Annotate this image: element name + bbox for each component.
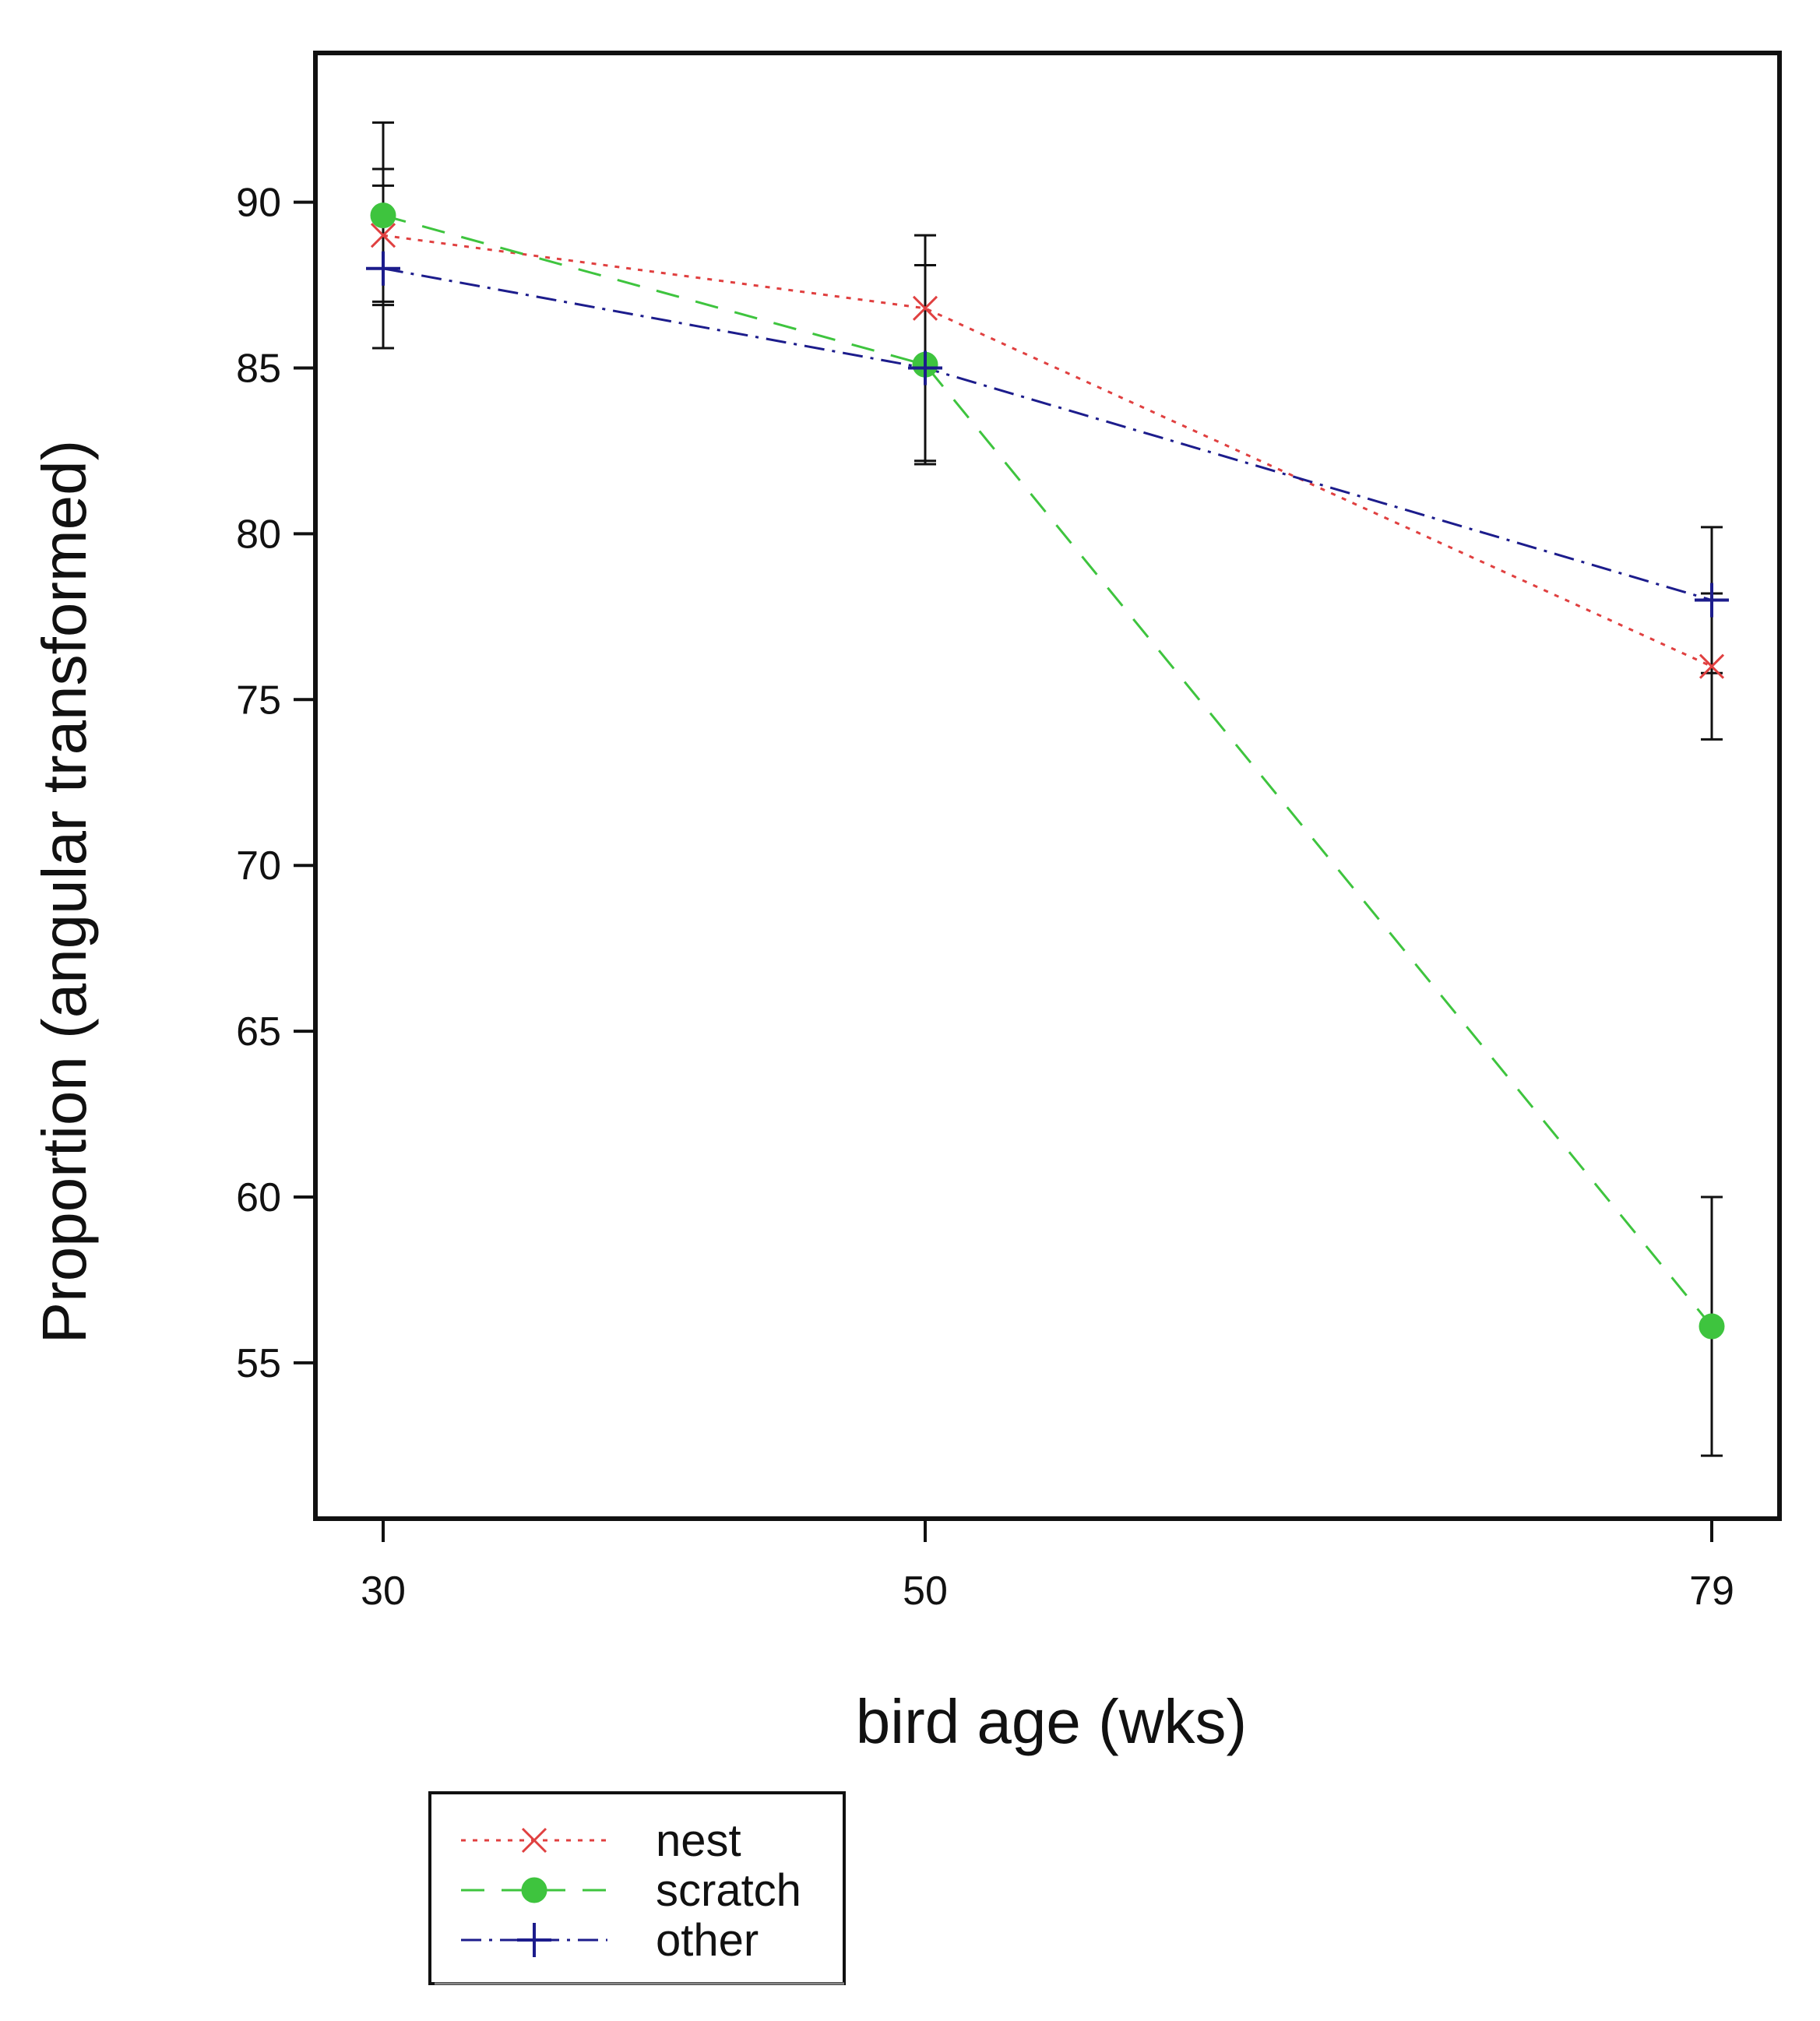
x-tick-label: 79 bbox=[1689, 1569, 1734, 1614]
y-axis: 55 60 65 70 75 80 85 90 bbox=[236, 181, 315, 1386]
error-bars bbox=[372, 121, 1723, 1457]
legend-marker-scratch bbox=[521, 1877, 547, 1903]
y-tick-label: 70 bbox=[236, 843, 281, 889]
y-axis-title: Proportion (angular transformed) bbox=[30, 440, 99, 1344]
legend-marker-other bbox=[517, 1923, 551, 1957]
x-axis-title: bird age (wks) bbox=[856, 1687, 1247, 1756]
legend-box bbox=[428, 1791, 846, 1985]
legend-label-scratch: scratch bbox=[656, 1865, 801, 1916]
data-point-scratch bbox=[1699, 1313, 1725, 1340]
data-point-nest bbox=[370, 223, 396, 248]
plot-area bbox=[313, 51, 1782, 1521]
data-point-nest bbox=[912, 295, 938, 321]
x-tick-label: 50 bbox=[903, 1569, 948, 1614]
markers bbox=[366, 202, 1729, 1340]
legend-label-other: other bbox=[656, 1915, 759, 1966]
y-tick-label: 80 bbox=[236, 512, 281, 557]
y-tick-label: 65 bbox=[236, 1009, 281, 1055]
y-tick-label: 75 bbox=[236, 678, 281, 723]
series-lines bbox=[382, 214, 1713, 1327]
series-line-nest bbox=[382, 234, 1713, 668]
data-point-nest bbox=[1699, 653, 1725, 679]
data-point-nest-stroke bbox=[912, 295, 938, 321]
data-point-other bbox=[366, 251, 400, 286]
legend-marker-nest bbox=[521, 1827, 547, 1854]
data-point-other bbox=[908, 350, 942, 386]
y-tick-label: 60 bbox=[236, 1175, 281, 1220]
y-tick-label: 85 bbox=[236, 347, 281, 392]
x-tick-label: 30 bbox=[361, 1569, 406, 1614]
series-line-other bbox=[382, 267, 1713, 601]
series-line-scratch bbox=[382, 214, 1713, 1327]
y-tick-label: 55 bbox=[236, 1341, 281, 1386]
data-point-nest-stroke bbox=[1699, 653, 1725, 679]
legend-label-nest: nest bbox=[656, 1815, 741, 1866]
legend-marker-nest-stroke bbox=[521, 1827, 547, 1854]
x-axis: 30 50 79 bbox=[361, 1519, 1734, 1614]
y-tick-label: 90 bbox=[236, 181, 281, 226]
plot-frame bbox=[313, 51, 1782, 1521]
data-point-scratch bbox=[370, 202, 396, 229]
data-point-other bbox=[1695, 583, 1729, 618]
data-point-nest-stroke bbox=[370, 223, 396, 248]
